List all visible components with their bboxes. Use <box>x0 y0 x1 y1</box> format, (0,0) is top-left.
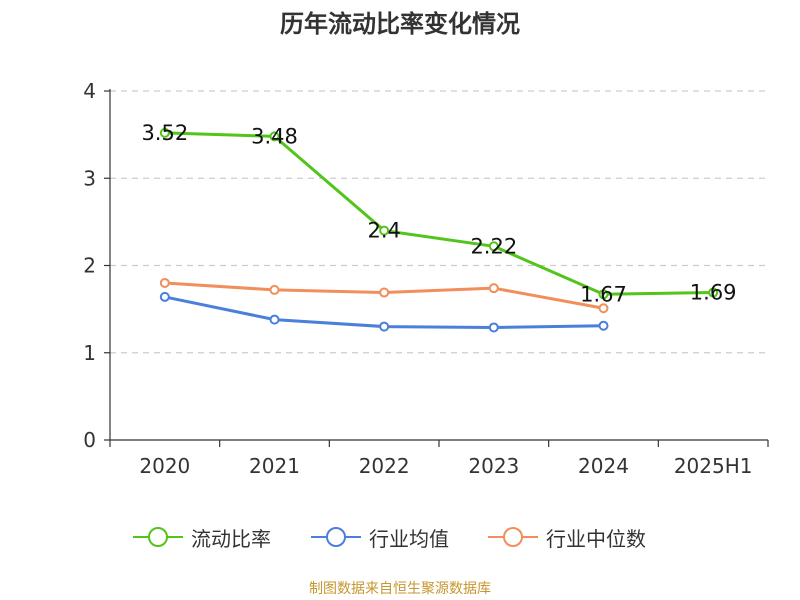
data-point <box>708 287 719 298</box>
data-point <box>598 303 609 314</box>
data-point <box>269 314 280 325</box>
chart-title: 历年流动比率变化情况 <box>280 10 520 38</box>
y-tick-label: 4 <box>83 79 96 103</box>
series-line <box>164 131 714 296</box>
data-label: 3.48 <box>251 124 298 148</box>
legend: 流动比率 行业均值 行业中位数 <box>0 520 800 554</box>
legend-item-industry-mean[interactable]: 行业均值 <box>311 520 449 554</box>
axis-layer: 0 1 2 3 4 2020 2021 2022 2023 2024 2025H1 <box>83 79 769 478</box>
legend-label: 流动比率 <box>191 526 271 551</box>
data-label: 2.22 <box>470 234 517 258</box>
data-label: 2.4 <box>367 219 400 243</box>
data-label: 1.69 <box>690 281 737 305</box>
data-point <box>488 283 499 294</box>
data-point <box>269 284 280 295</box>
data-point <box>488 322 499 333</box>
data-point <box>269 131 280 142</box>
data-point <box>159 277 170 288</box>
legend-line-icon <box>133 527 183 547</box>
legend-label: 行业中位数 <box>546 526 646 551</box>
y-tick-label: 3 <box>83 166 96 190</box>
data-point <box>159 127 170 138</box>
y-tick-label: 0 <box>83 428 96 452</box>
data-point <box>379 287 390 298</box>
legend-item-current-ratio[interactable]: 流动比率 <box>133 520 271 554</box>
legend-label: 行业均值 <box>369 526 449 551</box>
grid-layer <box>110 90 768 354</box>
y-tick-label: 2 <box>83 254 96 278</box>
x-tick-label: 2020 <box>139 454 190 478</box>
x-tick-label: 2024 <box>578 454 629 478</box>
label-layer: 3.52 3.48 2.4 2.22 1.67 1.69 <box>141 121 736 306</box>
source-note: 制图数据来自恒生聚源数据库 <box>309 581 491 597</box>
legend-item-industry-median[interactable]: 行业中位数 <box>488 520 646 554</box>
data-label: 3.52 <box>141 121 188 145</box>
legend-line-icon <box>311 527 361 547</box>
series-layer <box>159 127 719 333</box>
data-point <box>598 320 609 331</box>
data-point <box>379 225 390 236</box>
x-tick-label: 2023 <box>468 454 519 478</box>
legend-line-icon <box>488 527 538 547</box>
data-point <box>488 241 499 252</box>
data-point <box>159 291 170 302</box>
data-label: 1.67 <box>580 282 627 306</box>
y-tick-label: 1 <box>83 341 96 365</box>
x-tick-label: 2022 <box>359 454 410 478</box>
data-point <box>598 289 609 300</box>
x-tick-label: 2021 <box>249 454 300 478</box>
data-point <box>379 321 390 332</box>
x-tick-label: 2025H1 <box>674 454 753 478</box>
